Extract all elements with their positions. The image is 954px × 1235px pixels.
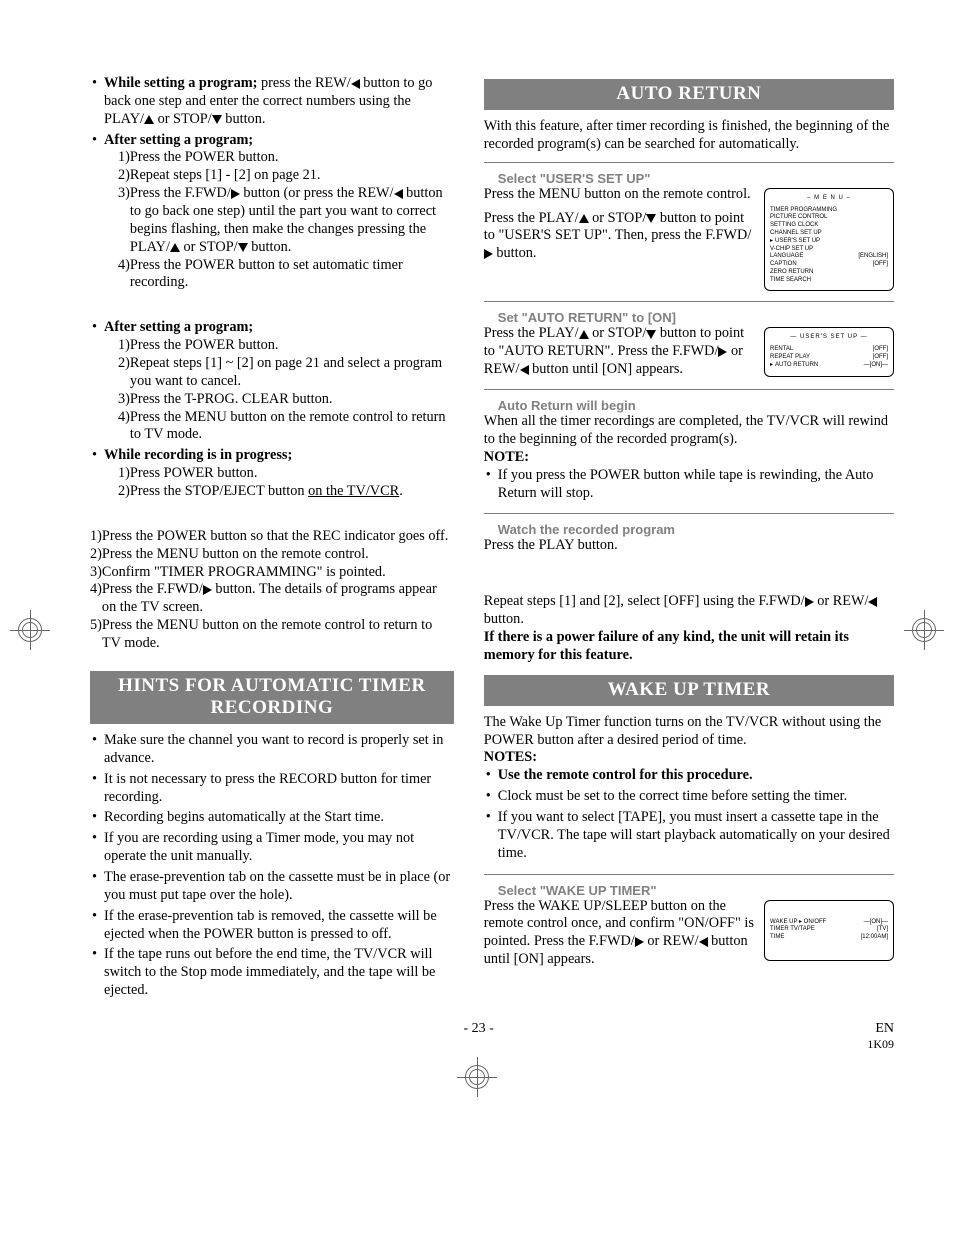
hints-title: HINTS FOR AUTOMATIC TIMER RECORDING (90, 671, 454, 724)
right-column: AUTO RETURN With this feature, after tim… (484, 75, 894, 1003)
list-item: While recording is in progress;1)Press P… (90, 447, 454, 501)
list-item: While setting a program; press the REW/ … (90, 75, 454, 129)
hint-item: Make sure the channel you want to record… (90, 732, 454, 768)
hint-item: The erase-prevention tab on the cassette… (90, 869, 454, 905)
step1-header: Select "USER'S SET UP" (484, 171, 894, 186)
notes-label: NOTES: (484, 749, 894, 767)
play-up-icon (579, 330, 589, 339)
auto-return-intro: With this feature, after timer recording… (484, 118, 894, 154)
hint-item: If you are recording using a Timer mode,… (90, 830, 454, 866)
play-right-icon (484, 249, 493, 259)
wake-up-screen: WAKE UP ▸ ON/OFF—[ON]—TIMER TV/TAPE[TV] … (764, 900, 894, 961)
lang-code: EN (875, 1021, 894, 1036)
play-up-icon (579, 214, 589, 223)
left-column: While setting a program; press the REW/ … (90, 75, 454, 1003)
step3-header: Auto Return will begin (484, 398, 894, 413)
rew-left-icon (520, 365, 529, 375)
play-up-icon (170, 243, 180, 252)
list-item: After setting a program;1)Press the POWE… (90, 132, 454, 293)
menu-screen: – M E N U –TIMER PROGRAMMINGPICTURE CONT… (764, 188, 894, 292)
stop-down-icon (646, 214, 656, 223)
page-footer: - 23 - EN 1K09 (90, 1021, 894, 1053)
play-right-icon (203, 585, 212, 595)
page-number: - 23 - (464, 1021, 494, 1053)
rew-left-icon (394, 189, 403, 199)
step1-text: Press the MENU button on the remote cont… (484, 186, 754, 263)
note-text: If you press the POWER button while tape… (498, 467, 874, 501)
play-up-icon (144, 115, 154, 124)
play-right-icon (718, 347, 727, 357)
doc-code: 1K09 (867, 1037, 894, 1051)
step5-header: Select "WAKE UP TIMER" (484, 883, 894, 898)
cancel-bold: If there is a power failure of any kind,… (484, 629, 894, 665)
wake-up-intro: The Wake Up Timer function turns on the … (484, 714, 894, 750)
registration-mark (10, 610, 50, 650)
stop-down-icon (212, 115, 222, 124)
play-right-icon (805, 597, 814, 607)
auto-return-note: If you press the POWER button while tape… (484, 467, 894, 503)
check-programs-list: 1)Press the POWER button so that the REC… (90, 528, 454, 653)
note-label: NOTE: (484, 449, 894, 467)
hint-item: Recording begins automatically at the St… (90, 809, 454, 827)
rew-left-icon (351, 79, 360, 89)
list-item: After setting a program;1)Press the POWE… (90, 319, 454, 444)
note-item: Use the remote control for this procedur… (484, 767, 894, 785)
play-right-icon (231, 189, 240, 199)
step2-text: Press the PLAY/ or STOP/ button to point… (484, 325, 754, 379)
hint-item: If the erase-prevention tab is removed, … (90, 908, 454, 944)
registration-mark (904, 610, 944, 650)
wake-up-title: WAKE UP TIMER (484, 675, 894, 706)
rew-left-icon (699, 937, 708, 947)
step2-header: Set "AUTO RETURN" to [ON] (484, 310, 894, 325)
note-item: If you want to select [TAPE], you must i… (484, 809, 894, 863)
step5-text: Press the WAKE UP/SLEEP button on the re… (484, 898, 754, 969)
cancel-text: Repeat steps [1] and [2], select [OFF] u… (484, 593, 894, 629)
manual-page: While setting a program; press the REW/ … (0, 0, 954, 1103)
rew-left-icon (868, 597, 877, 607)
registration-mark (457, 1057, 497, 1097)
cancel-program-list: After setting a program;1)Press the POWE… (90, 319, 454, 501)
hint-item: If the tape runs out before the end time… (90, 946, 454, 1000)
play-right-icon (635, 937, 644, 947)
step3-text: When all the timer recordings are comple… (484, 413, 894, 449)
wake-up-notes: Use the remote control for this procedur… (484, 767, 894, 862)
correct-program-list: While setting a program; press the REW/ … (90, 75, 454, 292)
users-setup-screen: — USER'S SET UP —RENTAL[OFF]REPEAT PLAY[… (764, 327, 894, 376)
note-item: Clock must be set to the correct time be… (484, 788, 894, 806)
step4-header: Watch the recorded program (484, 522, 894, 537)
hints-list: Make sure the channel you want to record… (90, 732, 454, 1000)
hint-item: It is not necessary to press the RECORD … (90, 771, 454, 807)
step4-text: Press the PLAY button. (484, 537, 894, 555)
auto-return-title: AUTO RETURN (484, 79, 894, 110)
stop-down-icon (238, 243, 248, 252)
stop-down-icon (646, 330, 656, 339)
